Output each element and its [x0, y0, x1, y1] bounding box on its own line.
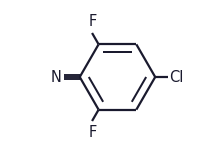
- Text: F: F: [89, 14, 97, 29]
- Text: Cl: Cl: [170, 69, 184, 85]
- Text: N: N: [51, 69, 62, 85]
- Text: F: F: [89, 125, 97, 140]
